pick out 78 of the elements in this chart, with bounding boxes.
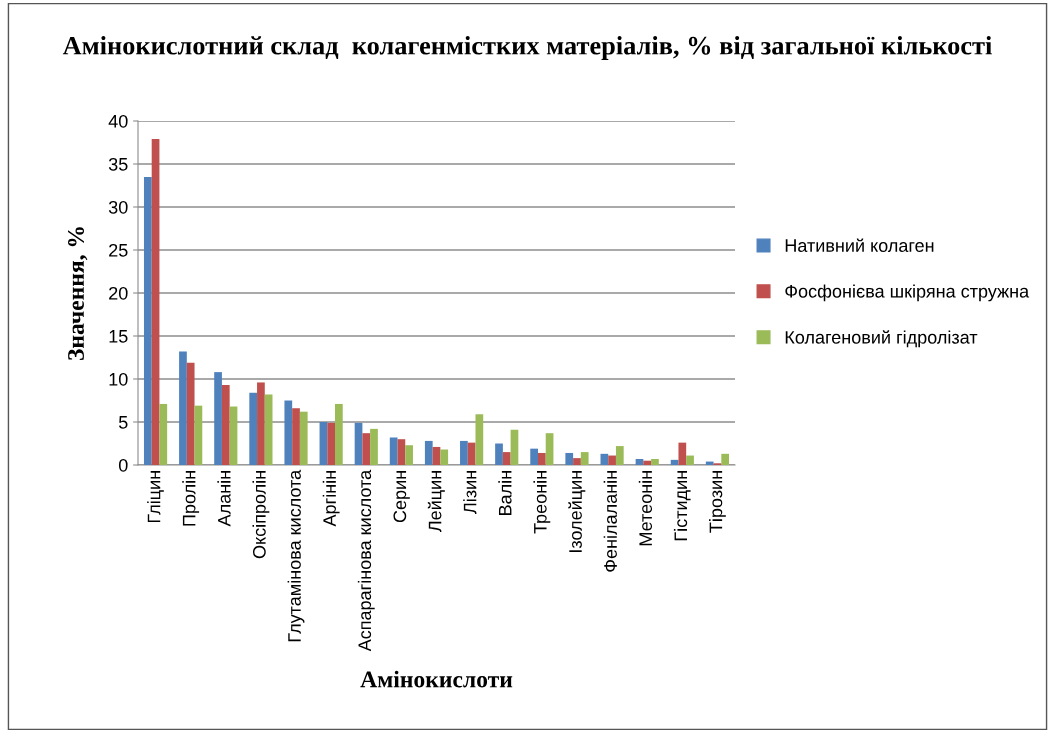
bar	[362, 433, 371, 465]
bar	[530, 448, 538, 465]
y-tick-label: 30	[108, 200, 128, 214]
bar	[264, 394, 273, 465]
x-tick-label: Ізолейцин	[568, 471, 586, 552]
bar	[354, 422, 363, 465]
x-tick-label: Аргінін	[322, 471, 340, 527]
bar	[502, 452, 511, 465]
x-tick-label: Валін	[498, 471, 512, 515]
y-tick-label: 20	[109, 286, 128, 300]
bar	[214, 372, 222, 465]
x-tick-label: Аспарагінова кислота	[357, 469, 375, 652]
x-tick-label: Треонін	[533, 471, 551, 534]
x-tick-label: Тірозин	[709, 471, 726, 533]
bar	[686, 455, 694, 465]
bar	[151, 139, 160, 465]
bar	[651, 458, 659, 465]
bar	[460, 440, 468, 465]
bar	[327, 422, 336, 465]
legend-label: Колагеновий гідролізат	[785, 330, 978, 348]
bar	[565, 452, 574, 465]
y-tick-label: 15	[109, 330, 128, 343]
y-tick-label: 10	[109, 372, 128, 386]
bar	[678, 442, 687, 465]
bar	[405, 445, 413, 465]
bar	[284, 400, 293, 465]
bar	[721, 453, 730, 465]
bar	[221, 385, 230, 465]
bar	[545, 433, 554, 465]
x-tick-label: Глутамінова кислота	[287, 469, 305, 642]
y-tick-label: 5	[118, 416, 128, 429]
bar	[495, 443, 503, 465]
y-axis-title: Значення, %	[68, 227, 88, 360]
legend-label: Фосфонієва шкіряна стружна	[785, 284, 1030, 302]
bar	[615, 446, 624, 465]
x-tick-label: Гістидин	[673, 471, 691, 541]
bar	[257, 382, 265, 465]
x-tick-label: Пролін	[182, 471, 200, 526]
bar	[229, 406, 238, 465]
bar	[186, 362, 195, 465]
bar	[432, 446, 441, 465]
bar	[194, 405, 203, 465]
bar	[179, 351, 187, 465]
bar	[573, 458, 581, 465]
bar	[292, 408, 300, 465]
bar	[537, 452, 546, 465]
y-tick-label: 0	[118, 458, 128, 472]
bar	[299, 411, 308, 465]
bar	[143, 176, 152, 465]
bar	[389, 437, 398, 465]
bar	[608, 455, 616, 465]
bar	[424, 440, 433, 465]
bar	[510, 429, 519, 465]
bar	[643, 460, 652, 465]
bar	[370, 428, 378, 465]
y-tick-label: 25	[109, 243, 128, 257]
bar	[335, 403, 343, 465]
x-tick-label: Гліцин	[147, 471, 164, 523]
x-tick-label: Лейцин	[427, 471, 445, 533]
x-tick-label: Серин	[393, 471, 410, 523]
bar	[475, 414, 484, 465]
x-tick-label: Фенілаланін	[603, 471, 617, 572]
y-tick-label: 35	[108, 157, 128, 171]
bar	[440, 449, 449, 465]
x-tick-label: Лізин	[463, 471, 477, 514]
x-tick-label: Аланін	[217, 471, 231, 527]
chart-title: Амінокислотний склад колагенмістких матеріалів, % від загальної кількості	[62, 36, 992, 60]
bar	[249, 392, 258, 465]
bar	[397, 439, 406, 465]
x-tick-label: Оксіпролін	[252, 471, 270, 559]
legend-label: Нативний колаген	[785, 238, 934, 252]
bar	[600, 453, 609, 465]
y-tick-label: 40	[108, 114, 128, 128]
bar	[580, 452, 589, 465]
x-axis-title: Амінокислоти	[360, 670, 513, 688]
bar	[319, 422, 328, 465]
x-tick-label: Метеонін	[638, 471, 653, 546]
bar	[159, 403, 168, 465]
